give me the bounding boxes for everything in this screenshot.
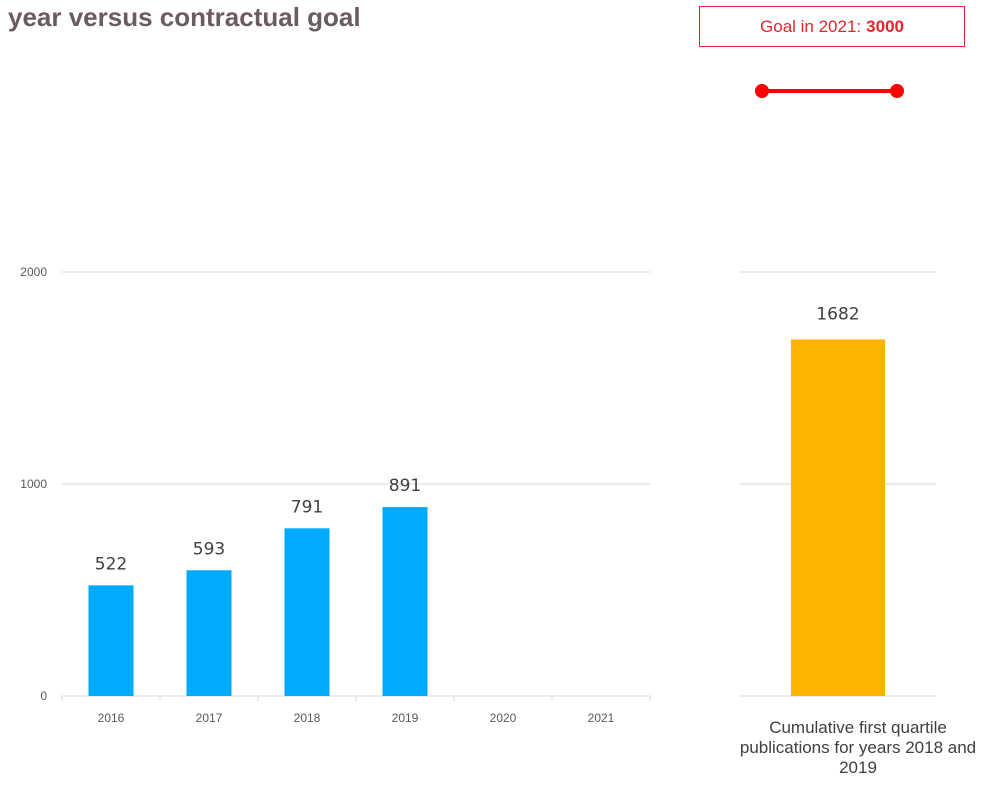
x-tick-label: 2021 [588, 711, 615, 725]
y-tick-label: 2000 [20, 265, 47, 279]
bar-data-label: 891 [389, 476, 421, 496]
cumulative-caption: Cumulative first quartile publications f… [739, 718, 977, 777]
bar-data-label: 593 [193, 539, 225, 559]
cumulative-bar-data-label: 1682 [816, 304, 859, 324]
x-tick-label: 2018 [294, 711, 321, 725]
goal-marker-start [755, 84, 769, 98]
x-tick-label: 2017 [196, 711, 223, 725]
y-tick-label: 1000 [20, 477, 47, 491]
goal-value: 3000 [866, 16, 904, 36]
x-tick-label: 2016 [98, 711, 125, 725]
page-title: year versus contractual goal [8, 2, 361, 32]
bar [284, 528, 330, 696]
bar-data-label: 522 [95, 554, 127, 574]
goal-legend-line [755, 84, 904, 98]
goal-label: Goal in 2021: [760, 16, 862, 36]
bar [88, 585, 134, 696]
x-tick-label: 2020 [490, 711, 517, 725]
goal-box: Goal in 2021: 3000 [699, 6, 965, 47]
cumulative-bar [791, 339, 885, 696]
y-tick-label: 0 [40, 689, 47, 703]
bar [382, 507, 428, 696]
goal-marker-end [890, 84, 904, 98]
bar [186, 570, 232, 696]
x-tick-label: 2019 [392, 711, 419, 725]
bar-data-label: 791 [291, 497, 323, 517]
